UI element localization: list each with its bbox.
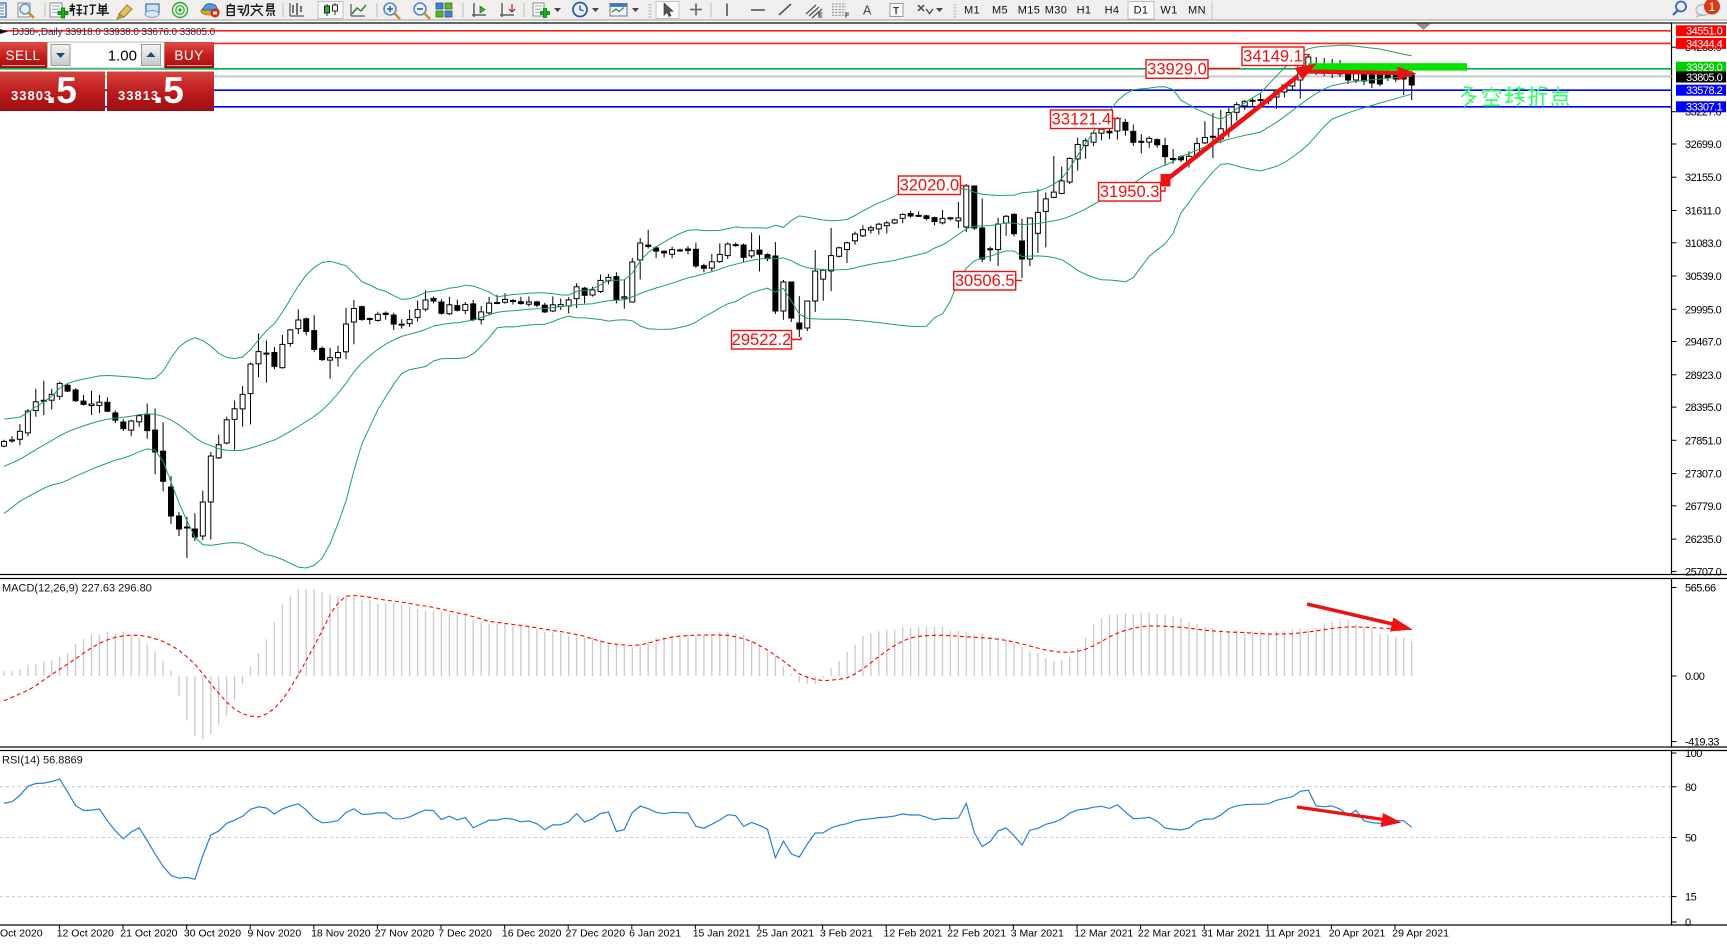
svg-text:9 Nov 2020: 9 Nov 2020	[248, 928, 302, 940]
svg-text:T: T	[893, 6, 899, 17]
svg-text:RSI(14) 56.8869: RSI(14) 56.8869	[2, 755, 83, 767]
svg-text:29522.2: 29522.2	[732, 331, 792, 349]
svg-text:30539.0: 30539.0	[1685, 271, 1722, 283]
svg-text:16 Dec 2020: 16 Dec 2020	[502, 928, 562, 940]
svg-text:33803: 33803	[11, 88, 52, 103]
svg-text:33813: 33813	[118, 88, 159, 103]
svg-text:0: 0	[1685, 917, 1691, 929]
svg-text:12 Mar 2021: 12 Mar 2021	[1074, 928, 1133, 940]
svg-text:F: F	[845, 13, 850, 20]
svg-text:Oct 2020: Oct 2020	[0, 928, 43, 940]
svg-text:H4: H4	[1105, 5, 1120, 17]
svg-text:6 Jan 2021: 6 Jan 2021	[629, 928, 681, 940]
svg-text:15: 15	[1685, 892, 1697, 904]
svg-text:A: A	[863, 4, 872, 18]
svg-text:27307.0: 27307.0	[1685, 469, 1722, 481]
svg-text:1.00: 1.00	[108, 48, 137, 65]
svg-text:.5: .5	[46, 70, 77, 111]
svg-text:20 Apr 2021: 20 Apr 2021	[1329, 928, 1386, 940]
svg-text:29995.0: 29995.0	[1685, 304, 1722, 316]
svg-text:-419.33: -419.33	[1685, 737, 1719, 749]
svg-text:28395.0: 28395.0	[1685, 402, 1722, 414]
svg-text:31611.0: 31611.0	[1685, 206, 1721, 218]
svg-text:27 Nov 2020: 27 Nov 2020	[375, 928, 435, 940]
svg-text:32020.0: 32020.0	[900, 177, 960, 195]
svg-text:33121.4: 33121.4	[1052, 111, 1112, 129]
svg-text:3 Mar 2021: 3 Mar 2021	[1011, 928, 1064, 940]
svg-text:80: 80	[1685, 782, 1697, 794]
svg-text:100: 100	[1685, 748, 1702, 760]
svg-text:27 Dec 2020: 27 Dec 2020	[566, 928, 626, 940]
svg-text:33578.2: 33578.2	[1686, 85, 1723, 97]
svg-text:28923.0: 28923.0	[1685, 370, 1722, 382]
svg-text:33929.0: 33929.0	[1147, 60, 1207, 78]
svg-text:MACD(12,26,9) 227.63 296.80: MACD(12,26,9) 227.63 296.80	[2, 583, 152, 595]
svg-text:E: E	[818, 13, 823, 20]
svg-text:W1: W1	[1160, 5, 1177, 17]
svg-text:H1: H1	[1077, 5, 1092, 17]
svg-text:.5: .5	[153, 70, 184, 111]
svg-text:M15: M15	[1018, 5, 1041, 17]
svg-text:15 Jan 2021: 15 Jan 2021	[693, 928, 751, 940]
svg-text:BUY: BUY	[174, 48, 203, 63]
svg-text:27851.0: 27851.0	[1685, 435, 1722, 447]
svg-text:18 Nov 2020: 18 Nov 2020	[311, 928, 371, 940]
svg-text:34149.1: 34149.1	[1243, 48, 1303, 66]
svg-text:12 Oct 2020: 12 Oct 2020	[57, 928, 114, 940]
svg-text:SELL: SELL	[5, 48, 40, 63]
svg-text:7 Dec 2020: 7 Dec 2020	[438, 928, 492, 940]
svg-text:31950.3: 31950.3	[1100, 183, 1160, 201]
svg-text:1: 1	[1709, 0, 1716, 14]
svg-text:30506.5: 30506.5	[955, 272, 1015, 290]
svg-text:32155.0: 32155.0	[1685, 172, 1722, 184]
svg-text:M5: M5	[992, 5, 1008, 17]
svg-text:29467.0: 29467.0	[1685, 337, 1722, 349]
svg-text:M1: M1	[964, 5, 980, 17]
svg-text:M30: M30	[1045, 5, 1068, 17]
svg-text:34551.0: 34551.0	[1686, 26, 1723, 38]
svg-text:21 Oct 2020: 21 Oct 2020	[120, 928, 177, 940]
svg-text:12 Feb 2021: 12 Feb 2021	[884, 928, 943, 940]
svg-text:22 Feb 2021: 22 Feb 2021	[947, 928, 1006, 940]
svg-text:33805.0: 33805.0	[1686, 72, 1723, 84]
svg-text:34344.4: 34344.4	[1686, 38, 1723, 50]
svg-text:D1: D1	[1134, 5, 1149, 17]
svg-text:50: 50	[1685, 833, 1697, 845]
svg-text:26779.0: 26779.0	[1685, 501, 1722, 513]
svg-text:31083.0: 31083.0	[1685, 238, 1722, 250]
svg-text:25 Jan 2021: 25 Jan 2021	[756, 928, 814, 940]
svg-text:MN: MN	[1188, 5, 1206, 17]
svg-text:25707.0: 25707.0	[1685, 566, 1722, 578]
svg-text:29 Apr 2021: 29 Apr 2021	[1392, 928, 1449, 940]
svg-text:31 Mar 2021: 31 Mar 2021	[1202, 928, 1261, 940]
svg-text:30 Oct 2020: 30 Oct 2020	[184, 928, 241, 940]
svg-text:565.66: 565.66	[1685, 583, 1716, 595]
svg-text:22 Mar 2021: 22 Mar 2021	[1138, 928, 1197, 940]
svg-text:0.00: 0.00	[1685, 671, 1705, 683]
svg-text:33307.1: 33307.1	[1686, 102, 1723, 114]
svg-text:33929.0: 33929.0	[1686, 62, 1723, 74]
svg-text:11 Apr 2021: 11 Apr 2021	[1265, 928, 1321, 940]
svg-text:26235.0: 26235.0	[1685, 534, 1722, 546]
svg-text:DJ30-,Daily 33918.0 33938.0 3: DJ30-,Daily 33918.0 33938.0 33676.0 3380…	[12, 27, 216, 38]
svg-text:32699.0: 32699.0	[1685, 139, 1722, 151]
svg-text:3 Feb 2021: 3 Feb 2021	[820, 928, 873, 940]
